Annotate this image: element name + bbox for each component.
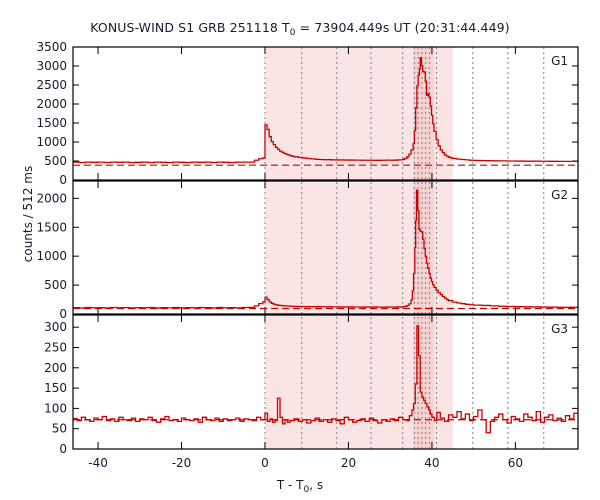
- title-prefix: KONUS-WIND S1 GRB 251118 T: [90, 20, 290, 35]
- panel-label-g3: G3: [551, 322, 568, 336]
- light-curve-g1: [73, 56, 578, 164]
- title-subscript: 0: [289, 28, 296, 38]
- x-axis-label: T - T0, s: [0, 478, 600, 495]
- y-axis-tick-label: 1500: [36, 220, 67, 234]
- y-axis-tick-label: 200: [44, 361, 67, 375]
- y-axis-tick-label: 0: [59, 307, 67, 321]
- y-axis-tick-label: 1000: [36, 135, 67, 149]
- panel-label-g1: G1: [551, 54, 568, 68]
- x-axis-tick-label: -40: [88, 456, 108, 470]
- x-axis-tick-label: -20: [172, 456, 192, 470]
- y-axis-tick-label: 2000: [36, 191, 67, 205]
- x-axis-tick-label: 0: [261, 456, 269, 470]
- y-axis-tick-label: 1000: [36, 249, 67, 263]
- light-curve-g3: [73, 325, 578, 434]
- y-axis-tick-label: 0: [59, 173, 67, 187]
- x-axis-tick-label: 60: [508, 456, 523, 470]
- y-axis-tick-label: 3000: [36, 59, 67, 73]
- y-axis-tick-label: 50: [52, 422, 67, 436]
- panel-frame-g3: [72, 314, 579, 450]
- panel-label-g2: G2: [551, 188, 568, 202]
- y-axis-tick-label: 2000: [36, 97, 67, 111]
- page-title: KONUS-WIND S1 GRB 251118 T0 = 73904.449s…: [0, 20, 600, 38]
- y-axis-tick-label: 150: [44, 381, 67, 395]
- y-axis-tick-label: 100: [44, 401, 67, 415]
- xlabel-subscript: 0: [303, 485, 310, 495]
- y-axis-tick-label: 500: [44, 154, 67, 168]
- xlabel-prefix: T - T: [276, 478, 304, 492]
- y-axis-tick-label: 0: [59, 442, 67, 456]
- title-suffix: = 73904.449s UT (20:31:44.449): [295, 20, 510, 35]
- x-axis-tick-label: 40: [424, 456, 439, 470]
- xlabel-suffix: , s: [309, 478, 324, 492]
- panel-frame-g2: [72, 180, 579, 315]
- y-axis-tick-label: 1500: [36, 116, 67, 130]
- light-curve-g2: [73, 189, 578, 309]
- x-axis-tick-label: 20: [341, 456, 356, 470]
- panel-frame-g1: [72, 46, 579, 181]
- y-axis-tick-label: 500: [44, 278, 67, 292]
- y-axis-tick-label: 2500: [36, 78, 67, 92]
- y-axis-tick-label: 250: [44, 340, 67, 354]
- y-axis-tick-label: 300: [44, 320, 67, 334]
- y-axis-tick-label: 3500: [36, 40, 67, 54]
